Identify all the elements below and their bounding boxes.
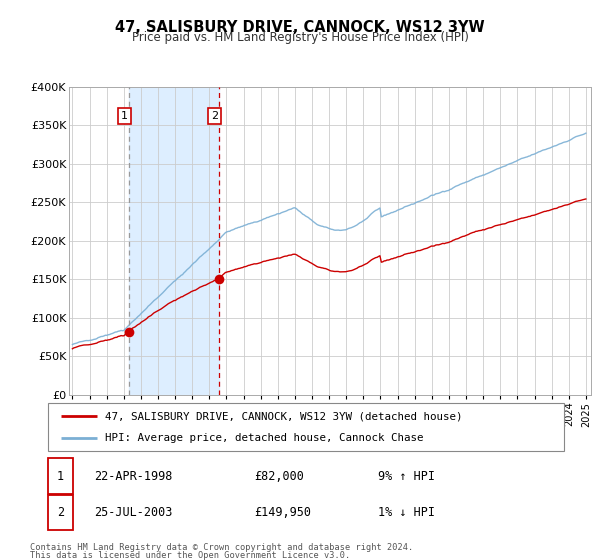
Text: 9% ↑ HPI: 9% ↑ HPI [378,469,435,483]
Text: 25-JUL-2003: 25-JUL-2003 [94,506,173,519]
Text: Price paid vs. HM Land Registry's House Price Index (HPI): Price paid vs. HM Land Registry's House … [131,31,469,44]
Text: 1% ↓ HPI: 1% ↓ HPI [378,506,435,519]
Bar [129,87,219,395]
FancyBboxPatch shape [48,403,564,451]
Text: This data is licensed under the Open Government Licence v3.0.: This data is licensed under the Open Gov… [30,551,350,560]
Text: 2: 2 [57,506,64,519]
Text: 47, SALISBURY DRIVE, CANNOCK, WS12 3YW (detached house): 47, SALISBURY DRIVE, CANNOCK, WS12 3YW (… [105,411,462,421]
Text: 2: 2 [211,111,218,121]
Text: 1: 1 [57,469,64,483]
FancyBboxPatch shape [48,458,73,494]
Text: Contains HM Land Registry data © Crown copyright and database right 2024.: Contains HM Land Registry data © Crown c… [30,543,413,552]
Text: 47, SALISBURY DRIVE, CANNOCK, WS12 3YW: 47, SALISBURY DRIVE, CANNOCK, WS12 3YW [115,20,485,35]
Text: £82,000: £82,000 [254,469,304,483]
Text: HPI: Average price, detached house, Cannock Chase: HPI: Average price, detached house, Cann… [105,433,423,443]
Text: £149,950: £149,950 [254,506,311,519]
Text: 22-APR-1998: 22-APR-1998 [94,469,173,483]
FancyBboxPatch shape [48,495,73,530]
Text: 1: 1 [121,111,128,121]
